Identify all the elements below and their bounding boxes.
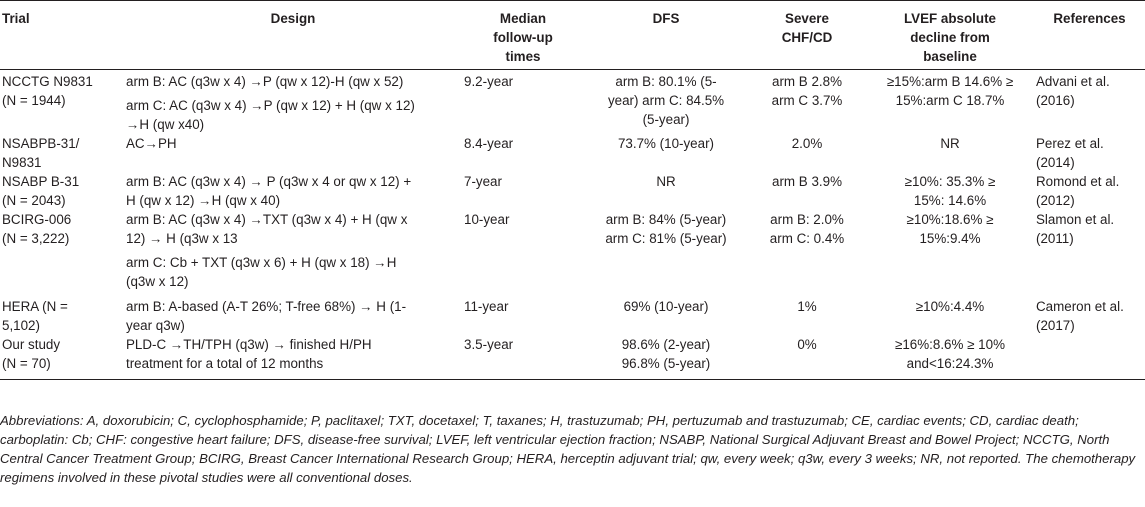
header-lvef-decline: LVEF absolute decline from baseline — [903, 11, 996, 64]
cell-design: arm B: AC (q3w x 4) →P (qw x 12)-H (qw x… — [126, 74, 415, 132]
cell-trial: NSABP B-31 (N = 2043) — [2, 174, 80, 208]
header-references: References — [1053, 11, 1126, 26]
cell-lvef: ≥15%:arm B 14.6% ≥15%:arm C 18.7% — [886, 74, 1014, 108]
cell-trial: Our study (N = 70) — [2, 337, 61, 371]
cell-reference — [1034, 335, 1145, 380]
cell-lvef: ≥10%: 35.3% ≥15%: 14.6% — [904, 174, 996, 208]
table-row: HERA (N = 5,102) arm B: A-based (A-T 26%;… — [0, 291, 1145, 335]
cell-trial: NCCTG N9831 (N = 1944) — [2, 74, 93, 108]
comparison-table: Trial Design Median follow-up times DFS Se… — [0, 0, 1145, 380]
cell-design: arm B: AC (q3w x 4) →TXT (q3w x 4) + H (… — [126, 212, 408, 289]
header-median-followup: Median follow-up times — [493, 11, 553, 64]
cell-trial: HERA (N = 5,102) — [2, 299, 68, 333]
cell-dfs: 98.6% (2-year) 96.8% (5-year) — [621, 337, 711, 371]
cell-reference: Slamon et al. (2011) — [1036, 212, 1115, 246]
cell-lvef: NR — [940, 136, 960, 151]
header-dfs: DFS — [652, 11, 680, 26]
table-row: NSABP B-31 (N = 2043) arm B: AC (q3w x 4)… — [0, 172, 1145, 210]
cell-severe: arm B: 2.0% arm C: 0.4% — [769, 212, 845, 246]
table-row: BCIRG-006 (N = 3,222) arm B: AC (q3w x 4)… — [0, 210, 1145, 291]
header-design: Design — [270, 11, 316, 26]
cell-dfs: arm B: 80.1% (5- year) arm C: 84.5% (5-yea… — [607, 74, 725, 127]
cell-reference: Advani et al. (2016) — [1036, 74, 1110, 108]
cell-reference: Perez et al. (2014) — [1036, 136, 1104, 170]
cell-followup: 3.5-year — [464, 337, 514, 352]
cell-followup: 9.2-year — [464, 74, 514, 89]
header-trial: Trial — [2, 11, 30, 26]
cell-lvef: ≥16%:8.6% ≥ 10% and<16:24.3% — [895, 337, 1005, 371]
cell-followup: 10-year — [464, 212, 510, 227]
table-row: NSABPB-31/N9831 AC→PH 8.4-year 73.7% (10… — [0, 134, 1145, 172]
cell-design: arm B: A-based (A-T 26%; T-free 68%) → H… — [126, 299, 407, 333]
table-footnote: Abbreviations: A, doxorubicin; C, cyclop… — [0, 413, 1136, 485]
table-row: Our study (N = 70) PLD-C →TH/TPH (q3w) → … — [0, 335, 1145, 380]
cell-trial: BCIRG-006 (N = 3,222) — [2, 212, 72, 246]
cell-dfs: NR — [656, 174, 676, 189]
cell-severe: 0% — [797, 337, 817, 352]
header-severe-chf-cd: Severe CHF/CD — [781, 11, 833, 45]
cell-dfs: arm B: 84% (5-year) arm C: 81% (5-year) — [605, 212, 727, 246]
cell-severe: 2.0% — [791, 136, 823, 151]
cell-design: arm B: AC (q3w x 4) → P (q3w x 4 or qw x… — [126, 174, 412, 208]
cell-dfs: 73.7% (10-year) — [617, 136, 714, 151]
cell-reference: Romond et al. (2012) — [1036, 174, 1120, 208]
cell-trial: NSABPB-31/N9831 — [2, 136, 80, 170]
cell-lvef: ≥10%:18.6% ≥15%:9.4% — [906, 212, 994, 246]
header-row: Trial Design Median follow-up times DFS Se… — [0, 0, 1145, 70]
cell-dfs: 69% (10-year) — [623, 299, 709, 314]
cell-reference: Cameron et al. (2017) — [1036, 299, 1124, 333]
cell-lvef: ≥10%:4.4% — [915, 299, 985, 314]
cell-followup: 8.4-year — [464, 136, 514, 151]
table-row: NCCTG N9831 (N = 1944) arm B: AC (q3w x 4… — [0, 70, 1145, 135]
cell-followup: 11-year — [464, 299, 509, 314]
cell-design: AC→PH — [126, 136, 177, 151]
cell-severe: arm B 3.9% — [772, 174, 842, 189]
cell-followup: 7-year — [464, 174, 502, 189]
cell-design: PLD-C →TH/TPH (q3w) → finished H/PH treat… — [126, 337, 372, 371]
cell-severe: 1% — [797, 299, 817, 314]
cell-severe: arm B 2.8% arm C 3.7% — [771, 74, 843, 108]
